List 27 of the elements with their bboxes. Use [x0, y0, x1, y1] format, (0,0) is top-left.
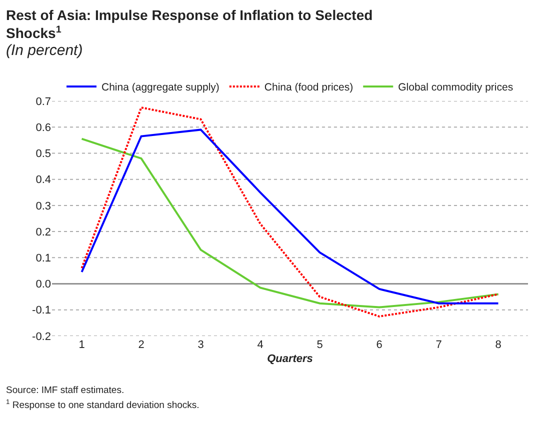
- y-tick-label: -0.1: [32, 304, 51, 317]
- chart-title: Rest of Asia: Impulse Response of Inflation to Selected Shocks$^{1}$: [6, 7, 373, 42]
- legend-label: China (food prices): [264, 82, 354, 94]
- x-tick-label: 4: [257, 339, 264, 351]
- legend-label: Global commodity prices: [398, 82, 514, 94]
- chart-subtitle: (In percent): [6, 42, 83, 59]
- x-tick-label: 5: [316, 339, 323, 351]
- source-note: Source: IMF staff estimates.: [6, 385, 124, 396]
- x-tick-label: 3: [198, 339, 204, 351]
- y-tick-label: 0.4: [36, 174, 51, 186]
- y-tick-label: -0.2: [32, 330, 51, 343]
- y-tick-label: 0.6: [36, 122, 51, 134]
- y-tick-label: 0.1: [36, 252, 51, 265]
- y-tick-label: 0.0: [36, 278, 51, 291]
- line-series: [80, 106, 500, 318]
- y-tick-label: 0.2: [36, 226, 51, 238]
- text: $^{1}$ Response to one standard deviation shocks.: [6, 399, 200, 411]
- x-tick-label: 2: [138, 339, 144, 351]
- legend-label: China (aggregate supply): [102, 82, 220, 94]
- y-tick-label: 0.7: [36, 96, 51, 108]
- x-tick-label: 1: [78, 339, 85, 351]
- y-tick-label: 0.3: [36, 200, 51, 212]
- x-axis-title: Quarters: [267, 353, 313, 366]
- x-tick-label: 7: [436, 339, 442, 351]
- x-tick-label: 6: [376, 339, 382, 351]
- y-tick-label: 0.5: [36, 148, 51, 160]
- x-tick-label: 8: [495, 339, 502, 351]
